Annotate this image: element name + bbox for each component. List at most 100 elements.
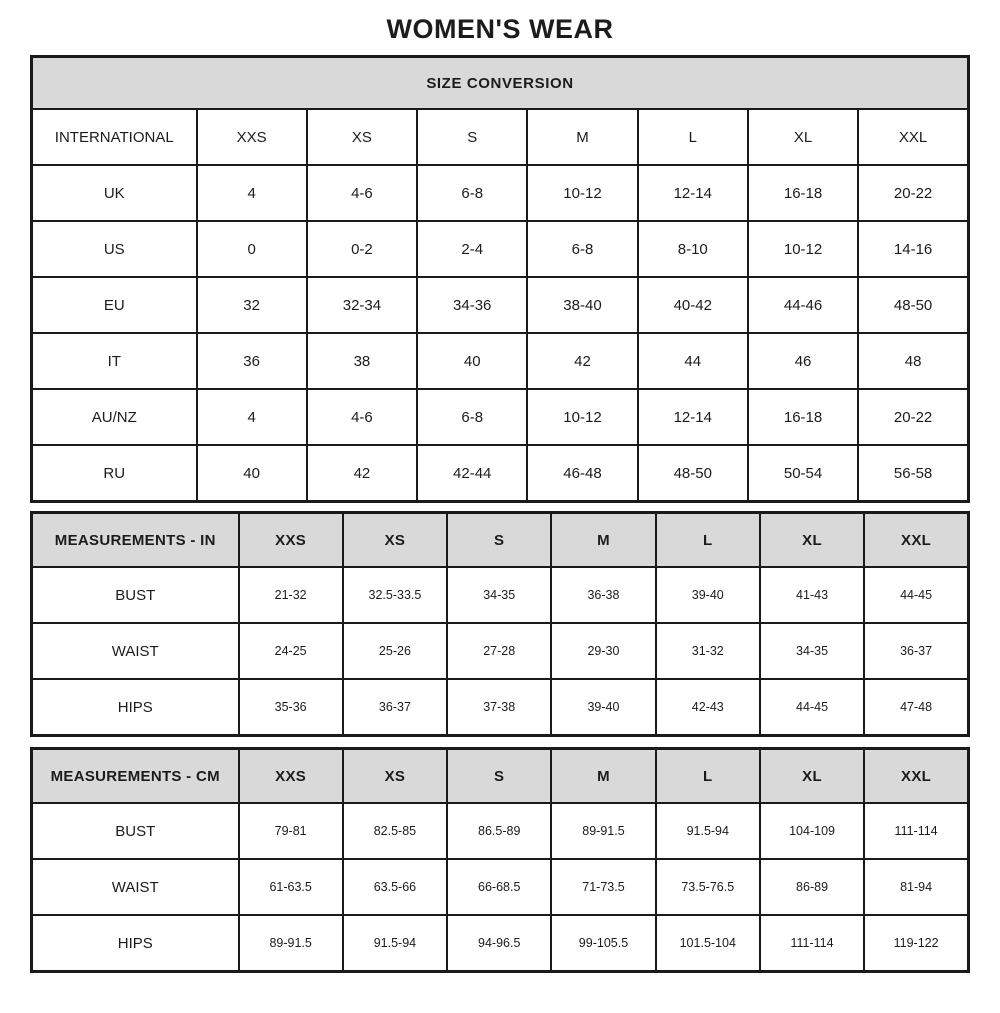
value-cell: 6-8 <box>416 164 529 223</box>
value-cell: 119-122 <box>863 914 970 973</box>
table-row: US 0 0-2 2-4 6-8 8-10 10-12 14-16 <box>30 220 970 279</box>
value-cell: 35-36 <box>237 678 344 737</box>
size-header-cell: S <box>416 108 529 167</box>
row-label-cell: HIPS <box>30 914 240 973</box>
value-cell: 56-58 <box>857 444 970 503</box>
value-cell: 46-48 <box>526 444 639 503</box>
value-cell: 63.5-66 <box>341 858 449 917</box>
value-cell: 39-40 <box>654 566 761 625</box>
value-cell: 44 <box>636 332 749 391</box>
value-cell: 86.5-89 <box>446 802 553 861</box>
value-cell: 10-12 <box>526 164 639 223</box>
value-cell: 66-68.5 <box>446 858 553 917</box>
value-cell: 86-89 <box>758 858 866 917</box>
row-label-cell: HIPS <box>30 678 240 737</box>
value-cell: 20-22 <box>857 388 970 447</box>
table-header-row: MEASUREMENTS - CM XXS XS S M L XL XXL <box>30 747 970 805</box>
header-label-cell: INTERNATIONAL <box>30 108 198 167</box>
value-cell: 29-30 <box>550 622 657 681</box>
value-cell: 48-50 <box>636 444 749 503</box>
value-cell: 41-43 <box>758 566 866 625</box>
value-cell: 36-38 <box>550 566 657 625</box>
value-cell: 4 <box>195 388 308 447</box>
value-cell: 16-18 <box>746 388 860 447</box>
value-cell: 0-2 <box>305 220 419 279</box>
value-cell: 40 <box>416 332 529 391</box>
size-header-cell: XXS <box>237 511 344 569</box>
table-row: HIPS 35-36 36-37 37-38 39-40 42-43 44-45 47-48 <box>30 678 970 737</box>
value-cell: 48 <box>857 332 970 391</box>
size-header-cell: L <box>654 511 761 569</box>
value-cell: 42 <box>526 332 639 391</box>
row-label-cell: US <box>30 220 198 279</box>
value-cell: 27-28 <box>446 622 553 681</box>
value-cell: 36-37 <box>863 622 970 681</box>
value-cell: 47-48 <box>863 678 970 737</box>
size-header-cell: XS <box>341 747 449 805</box>
value-cell: 10-12 <box>526 388 639 447</box>
value-cell: 31-32 <box>654 622 761 681</box>
row-label-cell: UK <box>30 164 198 223</box>
table-header-row: MEASUREMENTS - IN XXS XS S M L XL XXL <box>30 511 970 569</box>
value-cell: 4 <box>195 164 308 223</box>
size-header-cell: M <box>550 511 657 569</box>
value-cell: 44-46 <box>746 276 860 335</box>
value-cell: 10-12 <box>746 220 860 279</box>
value-cell: 34-35 <box>758 622 866 681</box>
value-cell: 48-50 <box>857 276 970 335</box>
header-label-cell: MEASUREMENTS - CM <box>30 747 240 805</box>
value-cell: 36 <box>195 332 308 391</box>
size-header-cell: XXS <box>195 108 308 167</box>
table-title-cell: SIZE CONVERSION <box>30 55 970 111</box>
size-header-cell: XXL <box>857 108 970 167</box>
size-header-cell: XXL <box>863 747 970 805</box>
value-cell: 2-4 <box>416 220 529 279</box>
value-cell: 6-8 <box>416 388 529 447</box>
measurements-in-table: MEASUREMENTS - IN XXS XS S M L XL XXL BUST 21-32 3… <box>30 511 970 738</box>
table-header-row: INTERNATIONAL XXS XS S M L XL XXL <box>30 108 970 167</box>
value-cell: 32 <box>195 276 308 335</box>
table-row: AU/NZ 4 4-6 6-8 10-12 12-14 16-18 20-22 <box>30 388 970 447</box>
value-cell: 4-6 <box>305 388 419 447</box>
size-header-cell: L <box>636 108 749 167</box>
size-header-cell: M <box>550 747 657 805</box>
size-header-cell: XS <box>341 511 449 569</box>
size-header-cell: XL <box>758 511 866 569</box>
row-label-cell: AU/NZ <box>30 388 198 447</box>
size-header-cell: M <box>526 108 639 167</box>
value-cell: 101.5-104 <box>654 914 761 973</box>
row-label-cell: EU <box>30 276 198 335</box>
value-cell: 104-109 <box>758 802 866 861</box>
size-header-cell: L <box>654 747 761 805</box>
value-cell: 32.5-33.5 <box>341 566 449 625</box>
value-cell: 89-91.5 <box>237 914 344 973</box>
value-cell: 42-43 <box>654 678 761 737</box>
row-label-cell: IT <box>30 332 198 391</box>
value-cell: 12-14 <box>636 164 749 223</box>
table-row: HIPS 89-91.5 91.5-94 94-96.5 99-105.5 101.5-1… <box>30 914 970 973</box>
value-cell: 61-63.5 <box>237 858 344 917</box>
value-cell: 34-35 <box>446 566 553 625</box>
measurements-cm-table: MEASUREMENTS - CM XXS XS S M L XL XXL BUST 79-81 8… <box>30 747 970 974</box>
size-header-cell: XS <box>305 108 419 167</box>
value-cell: 38-40 <box>526 276 639 335</box>
value-cell: 73.5-76.5 <box>654 858 761 917</box>
row-label-cell: RU <box>30 444 198 503</box>
row-label-cell: WAIST <box>30 858 240 917</box>
value-cell: 42-44 <box>416 444 529 503</box>
value-cell: 38 <box>305 332 419 391</box>
size-header-cell: XXL <box>863 511 970 569</box>
value-cell: 25-26 <box>341 622 449 681</box>
header-label-cell: MEASUREMENTS - IN <box>30 511 240 569</box>
value-cell: 4-6 <box>305 164 419 223</box>
value-cell: 36-37 <box>341 678 449 737</box>
page-title: WOMEN'S WEAR <box>386 14 614 44</box>
row-label-cell: BUST <box>30 566 240 625</box>
table-row: UK 4 4-6 6-8 10-12 12-14 16-18 20-22 <box>30 164 970 223</box>
value-cell: 42 <box>305 444 419 503</box>
value-cell: 79-81 <box>237 802 344 861</box>
value-cell: 91.5-94 <box>341 914 449 973</box>
value-cell: 8-10 <box>636 220 749 279</box>
value-cell: 111-114 <box>758 914 866 973</box>
value-cell: 81-94 <box>863 858 970 917</box>
